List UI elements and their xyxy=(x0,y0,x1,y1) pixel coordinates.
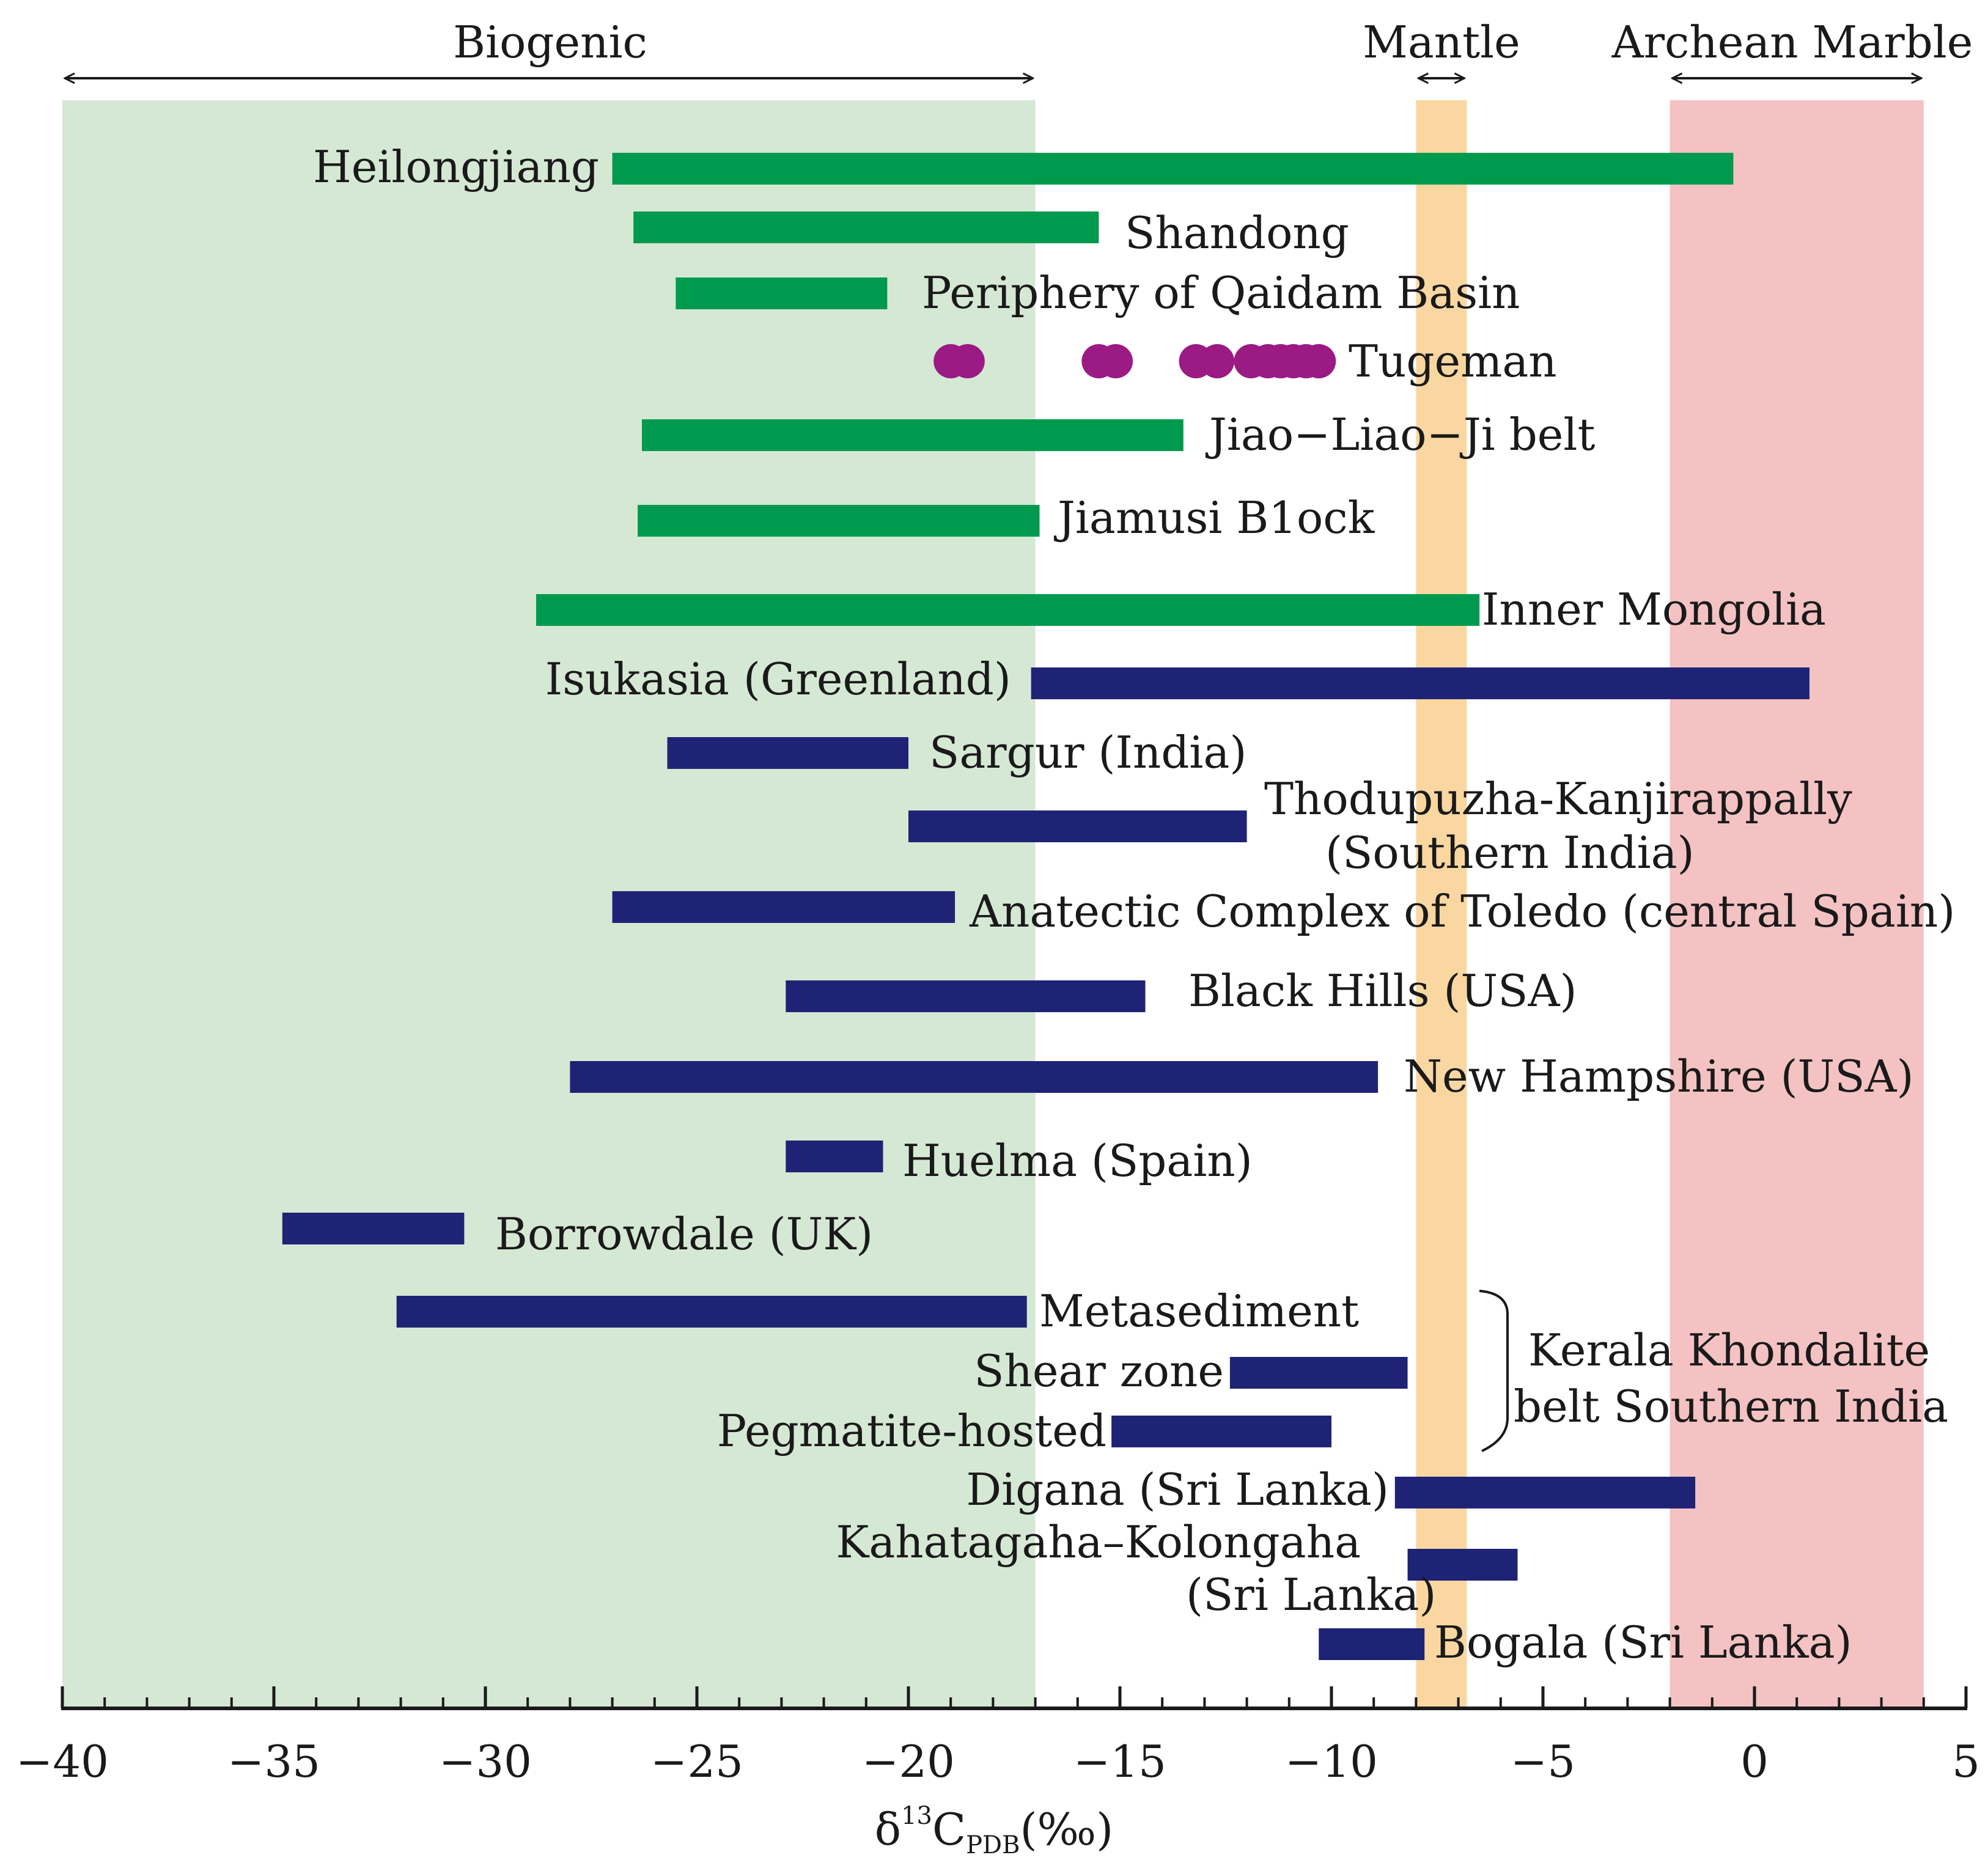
label-anatectic-complex-of-toledo-central-spain: Anatectic Complex of Toledo (central Spa… xyxy=(969,886,1955,937)
label-layer: Heilongjiang Shandong Periphery of Qaidam … xyxy=(313,141,1955,1668)
bar-inner-mongolia xyxy=(536,594,1480,626)
label-new-hampshire-usa: New Hampshire (USA) xyxy=(1404,1051,1914,1102)
label-digana-sri-lanka: Digana (Sri Lanka) xyxy=(966,1464,1389,1515)
label-metasediment: Metasediment xyxy=(1039,1285,1359,1337)
bracket-line xyxy=(1479,1290,1509,1452)
label-shandong: Shandong xyxy=(1125,207,1349,259)
x-tick-label-−10: −10 xyxy=(1285,1736,1378,1787)
x-title-unit: (‰) xyxy=(1020,1804,1113,1855)
label-sargur-india: Sargur (India) xyxy=(929,727,1246,778)
point-tugeman-12 xyxy=(1301,344,1336,378)
bar-kahatagaha-kolongaha xyxy=(1407,1549,1518,1581)
bar-heilongjiang xyxy=(612,153,1734,185)
label-shear-zone: Shear zone xyxy=(974,1345,1224,1397)
point-tugeman-6 xyxy=(1200,344,1235,378)
bar-anatectic-complex-of-toledo-central-spain xyxy=(612,891,955,923)
label-jiao-liao-ji-belt: Jiao−Liao−Ji belt xyxy=(1205,409,1595,460)
x-tick-label-−20: −20 xyxy=(862,1736,955,1787)
x-title-c: C xyxy=(932,1804,966,1855)
bracket-label-line-2: belt Southern India xyxy=(1514,1381,1948,1432)
x-axis: −40 −35 −30 −25 −20 −15 −10 −5 0 5 xyxy=(16,1686,1980,1787)
bar-shear-zone xyxy=(1229,1357,1408,1389)
x-title-delta: δ xyxy=(875,1804,901,1855)
bar-huelma-spain xyxy=(786,1141,883,1172)
bar-sargur-india xyxy=(667,737,908,769)
zone-label-mantle: Mantle xyxy=(1363,17,1520,68)
zone-archean-marble xyxy=(1670,100,1924,1707)
label-black-hills-usa: Black Hills (USA) xyxy=(1188,965,1577,1016)
label-borrowdale-uk: Borrowdale (UK) xyxy=(495,1208,873,1260)
label-jiamusi-b1ock: Jiamusi B1ock xyxy=(1053,492,1375,543)
label-pegmatite-hosted: Pegmatite-hosted xyxy=(717,1405,1106,1457)
label-huelma-spain: Huelma (Spain) xyxy=(902,1135,1253,1186)
bar-metasediment xyxy=(396,1296,1027,1328)
x-title-superscript: 13 xyxy=(901,1802,932,1830)
zone-label-archean-marble: Archean Marble xyxy=(1611,17,1973,68)
x-tick-label-−30: −30 xyxy=(439,1736,532,1787)
label2-kahatagaha-kolongaha: (Sri Lanka) xyxy=(1186,1569,1437,1620)
x-tick-label-−25: −25 xyxy=(650,1736,743,1787)
bar-pegmatite-hosted xyxy=(1111,1416,1331,1447)
x-tick-label-−15: −15 xyxy=(1073,1736,1166,1787)
x-title-subscript: PDB xyxy=(966,1831,1020,1859)
bar-digana-sri-lanka xyxy=(1394,1477,1696,1508)
bar-borrowdale-uk xyxy=(282,1213,465,1244)
bar-new-hampshire-usa xyxy=(570,1061,1379,1093)
label-kahatagaha-kolongaha: Kahatagaha–Kolongaha xyxy=(836,1516,1361,1568)
x-tick-label-−5: −5 xyxy=(1511,1736,1575,1787)
label-tugeman: Tugeman xyxy=(1349,336,1557,387)
zone-label-biogenic: Biogenic xyxy=(453,17,647,68)
x-tick-label-0: 0 xyxy=(1740,1736,1769,1787)
x-axis-title: δ13CPDB(‰) xyxy=(875,1802,1114,1859)
label-periphery-of-qaidam-basin: Periphery of Qaidam Basin xyxy=(922,267,1520,318)
x-tick-label-5: 5 xyxy=(1952,1736,1980,1787)
bar-isukasia-greenland xyxy=(1031,667,1809,699)
bar-thodupuzha-kanjirappally xyxy=(908,810,1247,842)
x-tick-label-−35: −35 xyxy=(227,1736,320,1787)
bar-layer xyxy=(282,153,1809,1660)
bar-jiamusi-b1ock xyxy=(638,505,1040,537)
bar-shandong xyxy=(633,211,1099,243)
point-tugeman-4 xyxy=(1099,344,1133,378)
bar-periphery-of-qaidam-basin xyxy=(676,277,888,309)
x-tick-label-−40: −40 xyxy=(16,1736,109,1787)
bar-black-hills-usa xyxy=(786,980,1146,1012)
label-bogala-sri-lanka: Bogala (Sri Lanka) xyxy=(1434,1617,1852,1668)
point-tugeman-2 xyxy=(950,344,985,378)
zone-mantle xyxy=(1416,100,1467,1707)
label-isukasia-greenland: Isukasia (Greenland) xyxy=(545,653,1011,705)
bracket-label-line-1: Kerala Khondalite xyxy=(1528,1325,1930,1376)
bar-jiao-liao-ji-belt xyxy=(642,419,1184,451)
label-thodupuzha-kanjirappally: Thodupuzha-Kanjirappally xyxy=(1264,773,1852,825)
label-inner-mongolia: Inner Mongolia xyxy=(1482,584,1826,635)
label2-thodupuzha-kanjirappally: (Southern India) xyxy=(1325,827,1695,878)
bar-bogala-sri-lanka xyxy=(1319,1628,1425,1660)
label-heilongjiang: Heilongjiang xyxy=(313,141,599,193)
